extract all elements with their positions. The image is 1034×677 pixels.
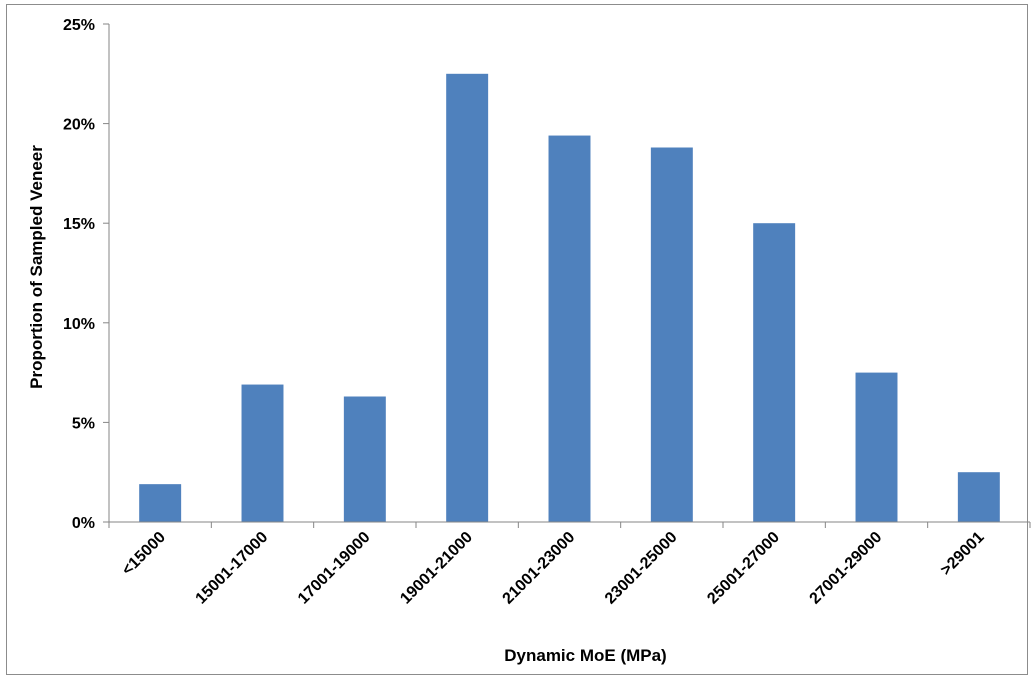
bar-6 — [650, 147, 693, 522]
x-tick-label: <15000 — [119, 529, 169, 579]
x-tick-label: 17001-19000 — [295, 529, 374, 608]
bar-7 — [753, 223, 796, 522]
x-tick-label: 21001-23000 — [500, 529, 579, 608]
bar-9 — [957, 472, 1000, 522]
y-tick-label: 10% — [63, 316, 95, 333]
y-tick-label: 20% — [63, 117, 95, 134]
chart-area — [6, 4, 1028, 675]
bar-8 — [855, 372, 898, 522]
bar-2 — [241, 384, 284, 522]
bar-5 — [548, 135, 591, 522]
y-axis-ticks: 0% 5% 10% 15% 20% 25% — [63, 17, 109, 532]
bar-1 — [139, 484, 182, 522]
x-tick-label: >29001 — [938, 529, 988, 579]
x-tick-label: 23001-25000 — [602, 529, 681, 608]
y-tick-label: 5% — [72, 415, 95, 432]
y-tick-label: 25% — [63, 17, 95, 34]
x-tick-label: 19001-21000 — [397, 529, 476, 608]
x-tick-label: 15001-17000 — [193, 529, 272, 608]
x-axis-title: Dynamic MoE (MPa) — [504, 646, 666, 665]
bar-4 — [446, 73, 489, 523]
bar-3 — [343, 396, 386, 522]
x-axis-ticks: <15000 15001-17000 17001-19000 19001-21000 2… — [108, 522, 1031, 608]
y-axis-title: Proportion of Sampled Veneer — [27, 145, 46, 389]
bars-group — [139, 73, 1000, 523]
y-tick-label: 15% — [63, 216, 95, 233]
x-tick-label: 27001-29000 — [807, 529, 886, 608]
y-tick-label: 0% — [72, 515, 95, 532]
x-tick-label: 25001-27000 — [704, 529, 783, 608]
